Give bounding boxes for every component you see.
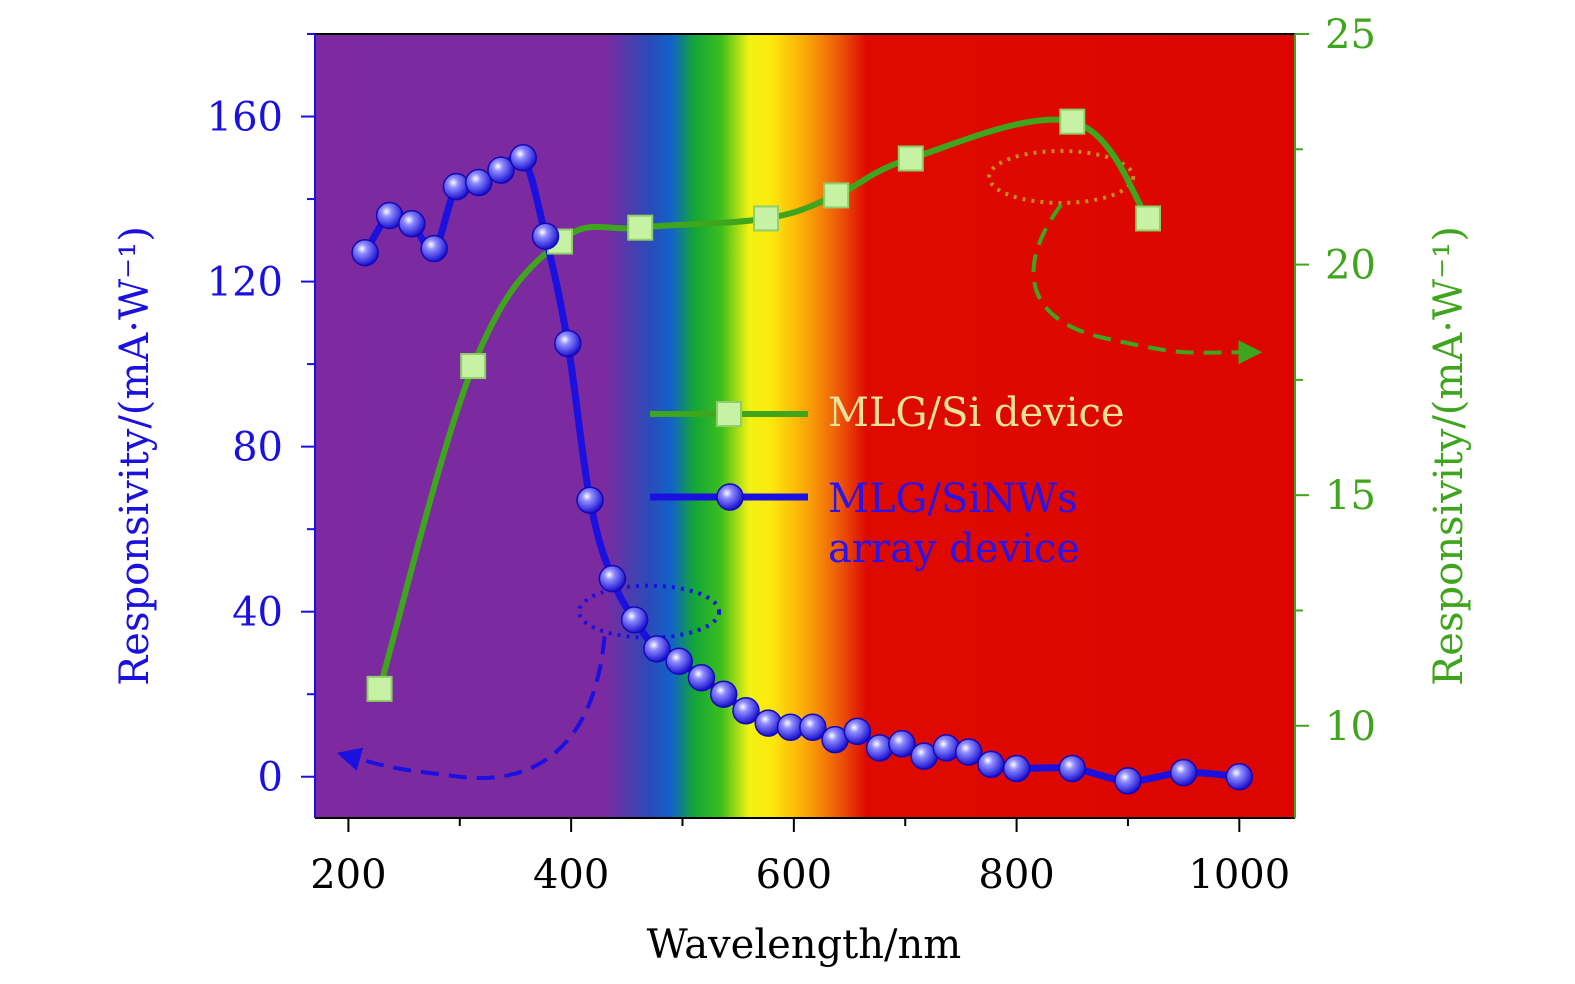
data-point-mlg-sinws	[843, 717, 872, 746]
data-point-mlg-sinws	[977, 750, 1005, 779]
data-point-mlg-sinws	[754, 709, 782, 737]
axes-layer: 200 400 600 800 1000 0 40 80 120 160 10 15 20 25	[207, 12, 1376, 898]
y-right-tick-label: 10	[1325, 704, 1376, 750]
data-point-mlg-sinws	[1225, 762, 1254, 791]
data-point-mlg-sinws	[351, 238, 379, 267]
data-point-mlg-sinws	[554, 329, 582, 358]
ellipse-green-annotation	[987, 148, 1136, 205]
y-left-tick-label: 160	[207, 95, 283, 141]
data-point-mlg-sinws	[598, 564, 627, 593]
y-left-tick-label: 120	[207, 260, 283, 306]
data-point-mlg-sinws	[687, 663, 716, 692]
data-point-mlg-sinws	[665, 647, 693, 675]
spectrum-background	[315, 34, 1295, 818]
data-point-mlg-sinws	[464, 168, 493, 197]
data-point-mlg-sinws	[620, 606, 649, 634]
y-axis-right-title: Responsivity/(mA·W⁻¹)	[1426, 226, 1472, 686]
y-right-tick-label: 20	[1325, 243, 1376, 289]
x-tick-label: 1000	[1188, 852, 1290, 898]
data-point-mlg-sinws	[442, 172, 471, 201]
data-point-mlg-si	[460, 353, 487, 380]
data-point-mlg-sinws	[799, 713, 827, 741]
y-axis-left-title: Responsivity/(mA·W⁻¹)	[112, 226, 158, 686]
legend-label-mlg-sinws-line1: MLG/SiNWs	[828, 476, 1078, 522]
arrow-green-to-right-axis	[1031, 203, 1263, 365]
data-point-mlg-sinws	[865, 734, 894, 762]
data-point-mlg-sinws	[576, 486, 604, 515]
x-tick-label: 400	[533, 852, 609, 898]
ellipse-blue-annotation	[577, 583, 722, 640]
x-tick-label: 200	[310, 852, 386, 898]
data-point-mlg-sinws	[509, 144, 537, 172]
legend-label-mlg-si: MLG/Si device	[828, 390, 1125, 436]
data-point-mlg-si	[366, 675, 393, 702]
x-axis-title: Wavelength/nm	[647, 922, 962, 968]
x-tick-label: 600	[756, 852, 832, 898]
data-point-mlg-sinws	[954, 738, 983, 766]
y-left-tick-label: 40	[232, 590, 283, 636]
legend-label-mlg-sinws-line2: array device	[828, 526, 1080, 572]
data-point-mlg-si	[753, 205, 780, 232]
y-left-tick-label: 80	[232, 425, 283, 471]
legend-marker-mlg-si	[716, 401, 742, 427]
data-point-mlg-sinws	[1002, 754, 1031, 783]
data-point-mlg-si	[823, 182, 850, 209]
data-point-mlg-sinws	[398, 210, 426, 238]
annotations	[336, 148, 1263, 781]
arrow-blue-to-left-axis	[336, 636, 607, 781]
y-left-tick-label: 0	[258, 755, 283, 801]
y-right-tick-label: 25	[1325, 12, 1376, 58]
data-point-mlg-sinws	[1058, 754, 1087, 783]
data-point-mlg-sinws	[643, 635, 671, 663]
y-right-tick-label: 15	[1325, 473, 1376, 519]
legend-item-mlg-sinws	[650, 483, 808, 511]
data-point-mlg-si	[627, 214, 654, 241]
data-point-mlg-sinws	[1114, 767, 1142, 795]
data-point-mlg-sinws	[709, 680, 738, 708]
series-layer	[351, 108, 1254, 795]
data-point-mlg-sinws	[732, 696, 760, 725]
data-point-mlg-sinws	[487, 156, 515, 184]
data-point-mlg-si	[1059, 108, 1086, 135]
data-point-mlg-sinws	[420, 234, 448, 263]
data-point-mlg-sinws	[932, 734, 961, 762]
data-point-mlg-si	[1135, 205, 1161, 232]
data-point-mlg-sinws	[888, 729, 916, 758]
data-point-mlg-sinws	[531, 222, 560, 250]
data-point-mlg-si	[897, 145, 924, 172]
x-tick-label: 800	[978, 852, 1054, 898]
data-point-mlg-sinws	[1169, 758, 1198, 787]
legend-marker-mlg-sinws	[716, 483, 744, 511]
legend-item-mlg-si	[650, 401, 808, 427]
legend: MLG/Si device MLG/SiNWs array device	[650, 390, 1125, 572]
